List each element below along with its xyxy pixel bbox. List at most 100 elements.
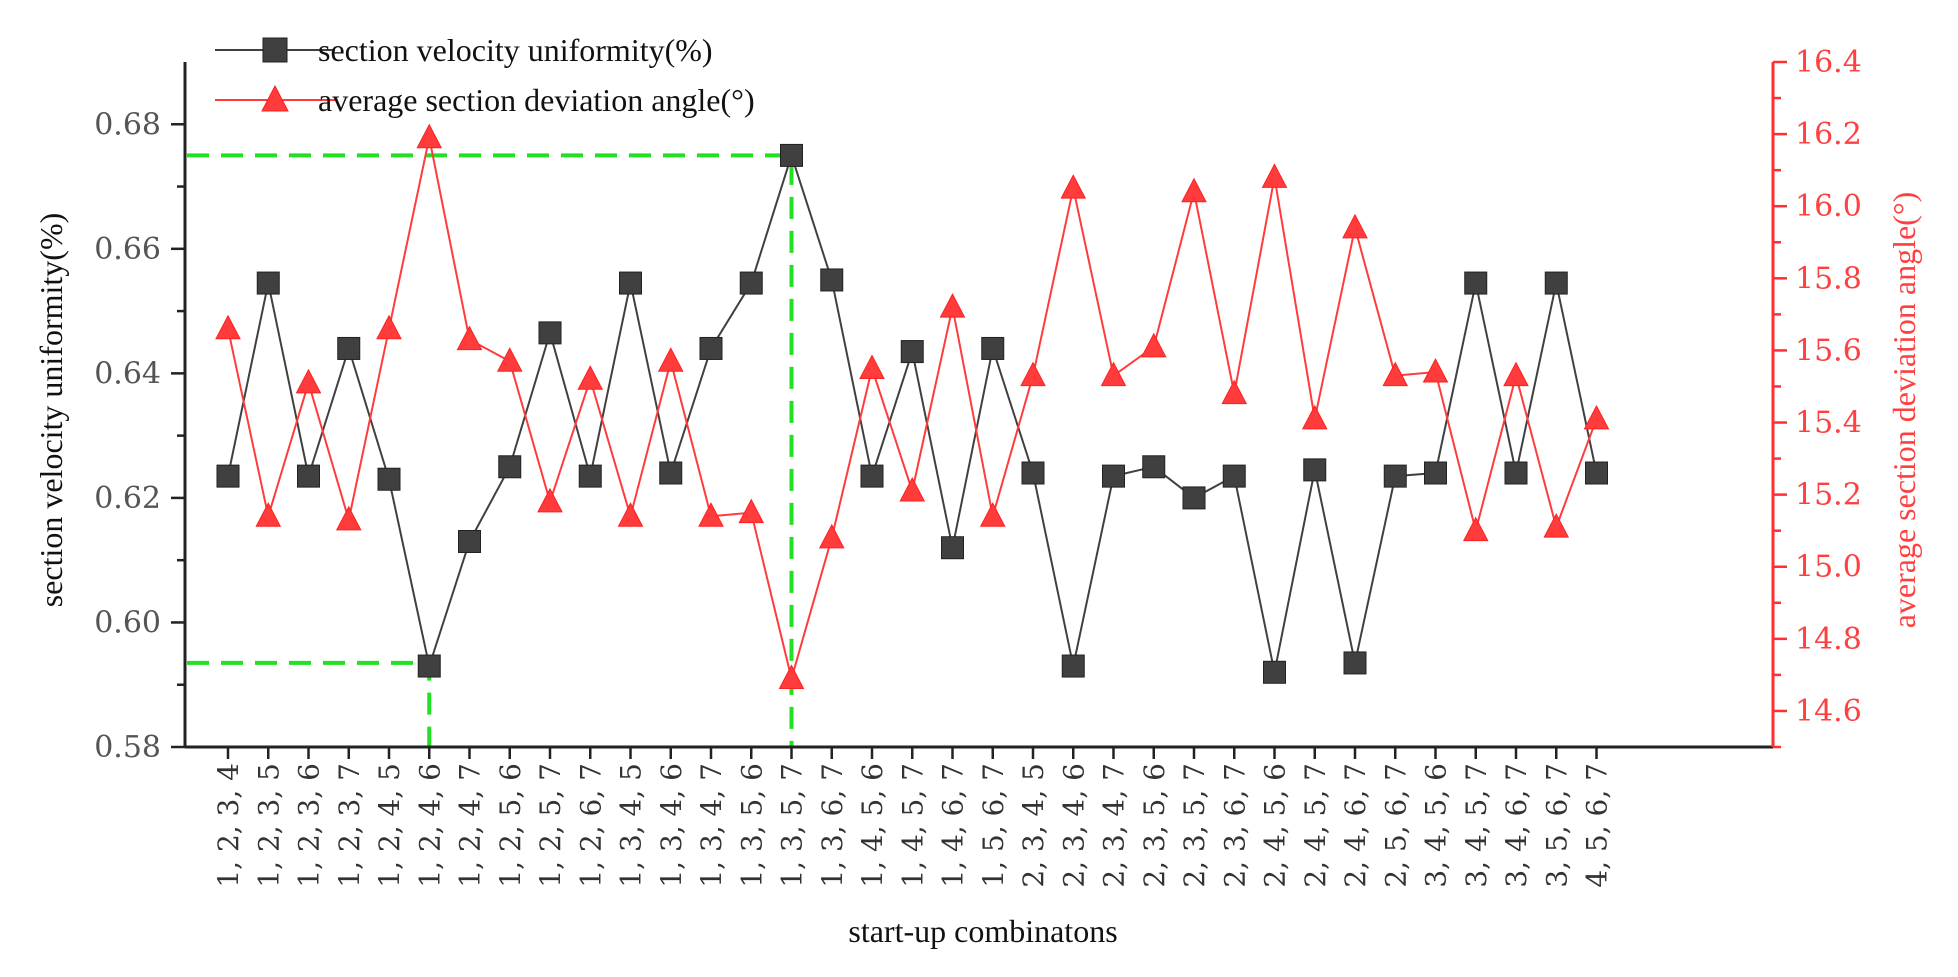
y-left-tick-label: 0.60 <box>94 605 161 640</box>
x-tick-label: 2, 5, 6, 7 <box>1379 763 1412 888</box>
x-tick-label: 1, 4, 5, 6 <box>856 763 889 888</box>
angle-point <box>738 498 765 524</box>
angle-point <box>1503 361 1529 387</box>
x-tick-label: 4, 5, 6, 7 <box>1581 763 1614 888</box>
velocity-point <box>739 271 763 295</box>
x-axis-title: start-up combinatons <box>848 913 1117 949</box>
y-left-tick-label: 0.68 <box>94 107 161 142</box>
velocity-point <box>458 530 481 553</box>
y-right-tick-label: 15.0 <box>1795 550 1862 585</box>
velocity-point <box>216 464 240 488</box>
angle-point <box>1583 404 1610 430</box>
velocity-point <box>1464 271 1488 295</box>
velocity-point <box>1303 458 1327 482</box>
velocity-point <box>699 336 723 360</box>
angle-point <box>1382 361 1409 387</box>
velocity-point <box>578 464 602 488</box>
x-tick-label: 1, 2, 5, 6 <box>494 763 527 888</box>
y-right-tick-label: 15.4 <box>1795 406 1862 441</box>
legend-square-marker <box>262 37 288 63</box>
y-left-tick-label: 0.58 <box>94 730 161 765</box>
angle-point <box>979 502 1006 527</box>
velocity-point <box>1343 651 1367 675</box>
guide-lines <box>187 153 794 747</box>
x-tick-label: 1, 4, 5, 7 <box>896 763 929 888</box>
angle-point <box>899 476 926 502</box>
y-right-tick-label: 15.8 <box>1795 261 1862 296</box>
y-right-tick-label: 15.2 <box>1795 478 1862 513</box>
axes: 0.58 0.60 0.62 0.64 0.66 0.68 14.6 14.8 15.0 15.2… <box>94 45 1862 888</box>
angle-point <box>1422 357 1449 383</box>
angle-point <box>939 293 966 318</box>
x-tick-label: 1, 2, 6, 7 <box>574 763 607 888</box>
velocity-point <box>256 271 280 295</box>
velocity-point <box>337 336 361 360</box>
x-tick-label: 1, 4, 6, 7 <box>937 763 970 888</box>
x-tick-label: 1, 2, 3, 7 <box>333 763 366 888</box>
velocity-point <box>1544 271 1568 295</box>
angle-point <box>456 325 483 351</box>
velocity-point <box>1424 461 1447 485</box>
angle-point <box>537 487 563 513</box>
x-tick-label: 1, 3, 6, 7 <box>816 763 849 888</box>
x-tick-label: 1, 2, 4, 6 <box>413 763 446 888</box>
x-tick-label: 1, 2, 3, 5 <box>252 763 285 888</box>
velocity-point <box>1504 461 1528 485</box>
x-tick-label: 2, 3, 4, 6 <box>1057 763 1090 888</box>
x-tick-label: 2, 3, 4, 7 <box>1098 763 1131 888</box>
x-tick-label: 1, 2, 3, 4 <box>212 763 245 888</box>
angle-point <box>1462 516 1489 542</box>
x-tick-label: 2, 3, 4, 5 <box>1017 763 1050 888</box>
angle-point <box>859 354 885 379</box>
x-tick-label: 1, 2, 5, 7 <box>534 763 567 888</box>
velocity-point <box>1102 464 1125 488</box>
angle-point <box>255 502 282 527</box>
velocity-point <box>1585 461 1608 485</box>
velocity-point <box>1383 464 1407 488</box>
angle-point <box>1261 163 1288 188</box>
legend: section velocity uniformity(%) average s… <box>215 32 755 118</box>
velocity-point <box>1182 486 1206 510</box>
angle-point <box>698 502 724 527</box>
x-tick-label: 2, 4, 5, 6 <box>1259 763 1292 888</box>
y-right-tick-label: 14.8 <box>1795 622 1862 657</box>
angle-point <box>657 347 684 372</box>
x-tick-label: 1, 2, 3, 6 <box>293 763 326 888</box>
angle-point <box>778 664 805 689</box>
y-axis-title-left: section velocity uniformity(%) <box>33 213 69 608</box>
angle-point <box>1020 361 1046 387</box>
angle-point <box>496 347 523 372</box>
y-right-tick-label: 14.6 <box>1795 694 1862 729</box>
series <box>215 123 1610 689</box>
x-tick-label: 2, 3, 5, 6 <box>1138 763 1171 888</box>
angle-point <box>1181 177 1207 203</box>
x-tick-label: 2, 4, 5, 7 <box>1299 763 1332 888</box>
velocity-point <box>780 143 803 167</box>
angle-point <box>215 314 241 340</box>
x-tick-label: 1, 3, 4, 7 <box>695 763 728 888</box>
x-tick-label: 3, 4, 5, 6 <box>1420 763 1453 888</box>
angle-point <box>1221 379 1248 405</box>
x-tick-label: 1, 3, 4, 5 <box>615 763 648 888</box>
angle-point <box>376 314 402 340</box>
velocity-point <box>377 467 401 491</box>
angle-point <box>416 123 443 149</box>
angle-point <box>1060 174 1087 199</box>
x-tick-label: 1, 3, 5, 7 <box>776 763 809 888</box>
x-tick-label: 1, 3, 5, 6 <box>735 763 768 888</box>
x-tick-label: 3, 4, 6, 7 <box>1500 763 1533 888</box>
velocity-point <box>619 271 642 295</box>
legend-label-angle: average section deviation angle(°) <box>318 82 755 118</box>
x-tick-label: 1, 3, 4, 6 <box>655 763 688 888</box>
velocity-point <box>941 536 964 560</box>
guide-dashed-line <box>187 153 794 747</box>
series-line-velocity-uniformity <box>227 152 1598 673</box>
velocity-point <box>417 654 441 678</box>
angle-point <box>617 502 644 527</box>
x-tick-label: 2, 4, 6, 7 <box>1339 763 1372 888</box>
x-tick-label: 1, 2, 4, 7 <box>454 763 487 888</box>
velocity-point <box>1222 464 1246 488</box>
x-tick-label: 1, 2, 4, 5 <box>373 763 406 888</box>
velocity-point <box>659 461 683 485</box>
